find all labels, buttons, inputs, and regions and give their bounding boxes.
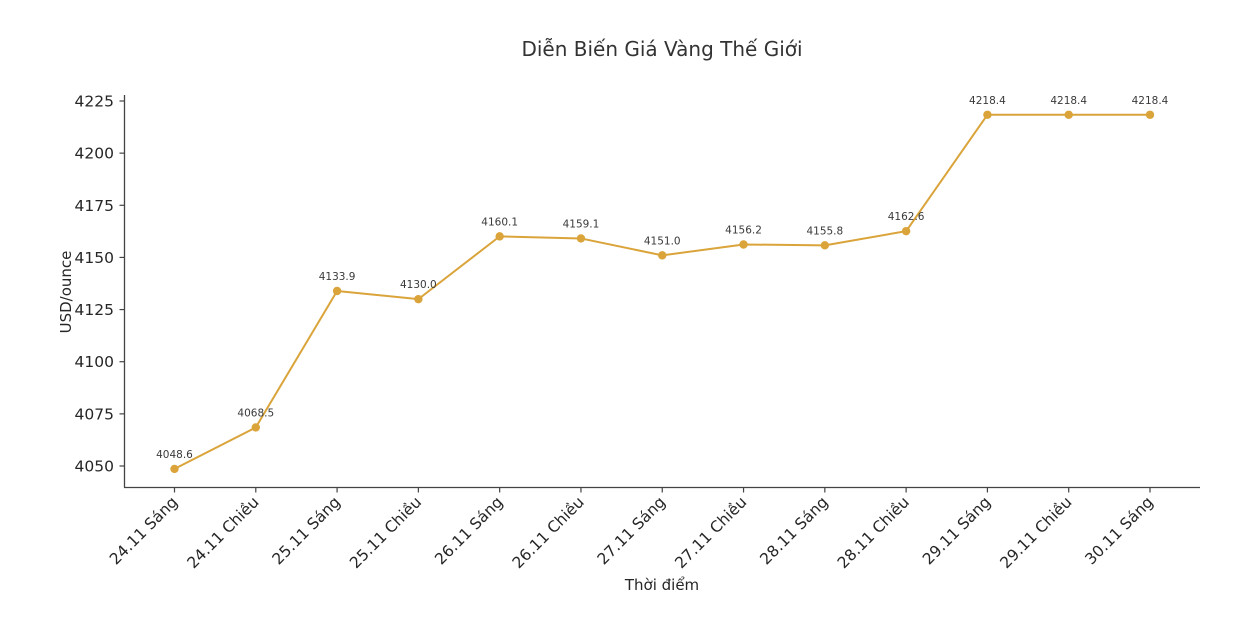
data-point-label: 4155.8 [806, 225, 843, 237]
x-tick-label: 28.11 Chiều [834, 493, 913, 572]
data-point-marker [414, 294, 423, 304]
x-tick-label: 25.11 Chiều [346, 493, 425, 572]
data-point-marker [576, 234, 586, 243]
y-tick-label: 4050 [75, 458, 114, 476]
chart-title: Diễn Biến Giá Vàng Thế Giới [521, 37, 802, 61]
data-point-marker [983, 110, 992, 119]
y-axis-label: USD/ounce [57, 251, 75, 334]
data-point-label: 4218.4 [969, 95, 1006, 107]
data-point-marker [170, 464, 179, 474]
x-tick-label: 25.11 Sáng [269, 493, 344, 568]
data-point-label: 4159.1 [563, 218, 600, 230]
data-point-label: 4130.0 [400, 279, 437, 291]
x-tick-label: 28.11 Sáng [756, 493, 831, 568]
data-labels: 4048.6 4068.5 4133.9 4130.0 4160.1 4159.1 4151… [156, 95, 1169, 461]
x-tick-label: 29.11 Chiều [997, 493, 1076, 572]
data-point-label: 4162.6 [888, 211, 925, 223]
data-point-label: 4133.9 [319, 271, 356, 283]
y-tick-label: 4150 [75, 249, 114, 267]
x-tick-label: 29.11 Sáng [919, 493, 994, 568]
x-tick-labels: 24.11 Sáng 24.11 Chiều 25.11 Sáng 25.11 Chi… [106, 487, 1157, 572]
y-tick-label: 4200 [75, 145, 114, 163]
data-point-marker [1145, 110, 1155, 119]
y-tick-labels: 4050 4075 4100 4125 4150 4175 4200 4225 [75, 93, 125, 476]
y-axis: 4050 4075 4100 4125 4150 4175 4200 4225 [75, 93, 126, 488]
data-point-marker [739, 240, 748, 249]
data-point-label: 4218.4 [1132, 95, 1169, 107]
x-tick-label: 26.11 Sáng [431, 493, 506, 568]
y-tick-label: 4125 [75, 301, 114, 319]
data-point-label: 4068.5 [237, 407, 274, 419]
data-point-marker [901, 226, 911, 236]
data-point-marker [332, 286, 342, 296]
data-point-marker [251, 423, 260, 432]
x-tick-label: 27.11 Sáng [594, 493, 669, 568]
data-point-label: 4160.1 [481, 216, 518, 228]
data-point-label: 4218.4 [1050, 95, 1087, 107]
y-tick-label: 4225 [75, 93, 114, 111]
price-line [174, 113, 1150, 470]
data-point-marker [1064, 110, 1073, 119]
y-tick-label: 4100 [75, 353, 114, 371]
series-line [170, 110, 1155, 474]
x-tick-label: 26.11 Chiều [509, 493, 588, 572]
plot-area: 4048.6 4068.5 4133.9 4130.0 4160.1 4159.1 4151… [156, 95, 1169, 474]
data-point-marker [820, 241, 830, 250]
x-tick-label: 24.11 Sáng [106, 493, 181, 568]
x-tick-label: 24.11 Chiều [184, 493, 263, 572]
data-point-label: 4151.0 [644, 235, 681, 247]
y-tick-label: 4175 [75, 197, 114, 215]
x-tick-label: 30.11 Sáng [1082, 493, 1157, 568]
data-point-label: 4156.2 [725, 224, 762, 236]
x-tick-label: 27.11 Chiều [671, 493, 750, 572]
data-point-marker [658, 251, 667, 260]
x-axis-label: Thời điểm [624, 576, 699, 594]
y-tick-label: 4075 [75, 405, 114, 423]
data-point-marker [495, 232, 504, 241]
x-axis: 24.11 Sáng 24.11 Chiều 25.11 Sáng 25.11 Chi… [106, 486, 1200, 572]
data-point-label: 4048.6 [156, 449, 193, 461]
